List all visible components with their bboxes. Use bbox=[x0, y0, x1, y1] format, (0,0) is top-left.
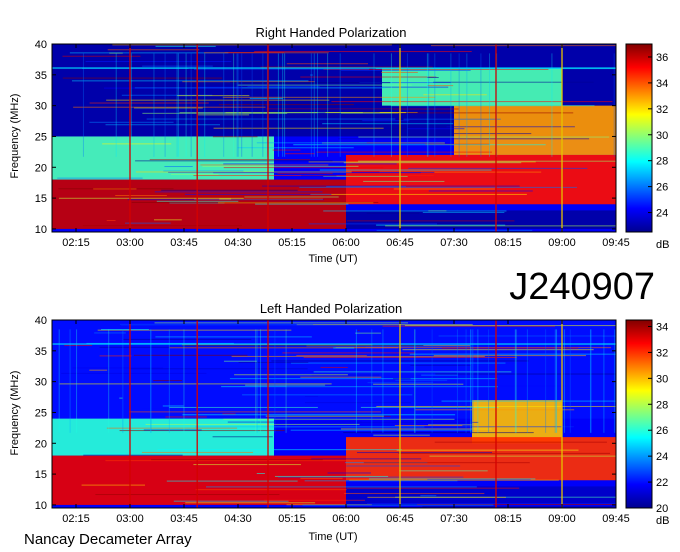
colorbar-tick-label: 36 bbox=[656, 52, 668, 64]
x-tick-label: 03:00 bbox=[116, 237, 144, 249]
colorbar-tick-label: 20 bbox=[656, 503, 668, 515]
y-tick-label: 10 bbox=[35, 224, 47, 236]
y-tick-label: 15 bbox=[35, 193, 47, 205]
y-tick-label: 20 bbox=[35, 162, 47, 174]
y-tick-label: 35 bbox=[35, 70, 47, 82]
colorbar-tick-label: 22 bbox=[656, 477, 668, 489]
colorbar-tick-label: 28 bbox=[656, 399, 668, 411]
x-tick-label: 09:45 bbox=[602, 513, 630, 525]
x-tick-label: 03:45 bbox=[170, 513, 198, 525]
x-tick-label: 06:00 bbox=[332, 237, 360, 249]
x-tick-label: 02:15 bbox=[62, 513, 90, 525]
x-tick-label: 03:00 bbox=[116, 513, 144, 525]
y-axis-label: Frequency (MHz) bbox=[9, 371, 21, 456]
x-tick-label: 08:15 bbox=[494, 513, 522, 525]
event-id-label: J240907 bbox=[509, 266, 655, 308]
x-tick-label: 08:15 bbox=[494, 237, 522, 249]
y-axis-label: Frequency (MHz) bbox=[9, 94, 21, 179]
x-tick-label: 07:30 bbox=[440, 237, 468, 249]
spectrogram-plot bbox=[52, 320, 616, 509]
spectrogram-plot bbox=[52, 44, 616, 233]
x-axis-label: Time (UT) bbox=[308, 531, 357, 543]
x-tick-label: 04:30 bbox=[224, 513, 252, 525]
colorbar-tick-label: 34 bbox=[656, 321, 668, 333]
panel-title: Left Handed Polarization bbox=[260, 301, 402, 316]
colorbar-tick-label: 30 bbox=[656, 130, 668, 142]
colorbar-unit: dB bbox=[656, 239, 669, 251]
x-tick-label: 02:15 bbox=[62, 237, 90, 249]
y-tick-label: 30 bbox=[35, 101, 47, 113]
x-tick-label: 09:00 bbox=[548, 237, 576, 249]
colorbar-unit: dB bbox=[656, 515, 669, 527]
panel-right-handed: Right Handed Polarization 10 15 20 25 30 35 40… bbox=[9, 25, 669, 265]
x-tick-label: 05:15 bbox=[278, 513, 306, 525]
colorbar-gradient bbox=[625, 319, 653, 509]
colorbar: 20 22 24 26 28 30 32 34 dB bbox=[625, 319, 669, 527]
y-tick-label: 30 bbox=[35, 377, 47, 389]
colorbar-tick-label: 24 bbox=[656, 208, 668, 220]
colorbar-tick-label: 28 bbox=[656, 156, 668, 168]
axes: 10 15 20 25 30 35 40 02:15 03:00 03:45 04:30 05:15 0… bbox=[35, 315, 630, 525]
colorbar: 24 26 28 30 32 34 36 dB bbox=[625, 43, 669, 251]
instrument-label: Nancay Decameter Array bbox=[24, 531, 192, 548]
y-tick-label: 40 bbox=[35, 315, 47, 327]
colorbar-tick-label: 32 bbox=[656, 347, 668, 359]
plot-frame bbox=[51, 319, 617, 509]
colorbar-tick-label: 30 bbox=[656, 373, 668, 385]
x-tick-label: 09:45 bbox=[602, 237, 630, 249]
x-tick-label: 06:45 bbox=[386, 237, 414, 249]
y-tick-label: 20 bbox=[35, 438, 47, 450]
x-tick-label: 09:00 bbox=[548, 513, 576, 525]
x-tick-label: 07:30 bbox=[440, 513, 468, 525]
x-tick-label: 05:15 bbox=[278, 237, 306, 249]
x-tick-label: 06:00 bbox=[332, 513, 360, 525]
colorbar-tick-label: 26 bbox=[656, 425, 668, 437]
y-tick-label: 15 bbox=[35, 469, 47, 481]
y-tick-label: 25 bbox=[35, 131, 47, 143]
colorbar-tick-label: 24 bbox=[656, 451, 668, 463]
x-tick-label: 03:45 bbox=[170, 237, 198, 249]
y-tick-label: 25 bbox=[35, 407, 47, 419]
y-tick-label: 35 bbox=[35, 346, 47, 358]
panel-left-handed: Left Handed Polarization 10 15 20 25 30 35 40 0… bbox=[9, 301, 669, 543]
plot-frame bbox=[51, 43, 617, 233]
panel-title: Right Handed Polarization bbox=[255, 25, 406, 40]
colorbar-gradient bbox=[625, 43, 653, 233]
colorbar-tick-label: 34 bbox=[656, 78, 668, 90]
colorbar-tick-label: 32 bbox=[656, 104, 668, 116]
x-tick-label: 04:30 bbox=[224, 237, 252, 249]
x-axis-label: Time (UT) bbox=[308, 253, 357, 265]
x-tick-label: 06:45 bbox=[386, 513, 414, 525]
colorbar-tick-label: 26 bbox=[656, 182, 668, 194]
y-tick-label: 40 bbox=[35, 39, 47, 51]
axes: 10 15 20 25 30 35 40 02:15 03:00 03:45 04:30 05:15 0… bbox=[35, 39, 630, 249]
y-tick-label: 10 bbox=[35, 500, 47, 512]
